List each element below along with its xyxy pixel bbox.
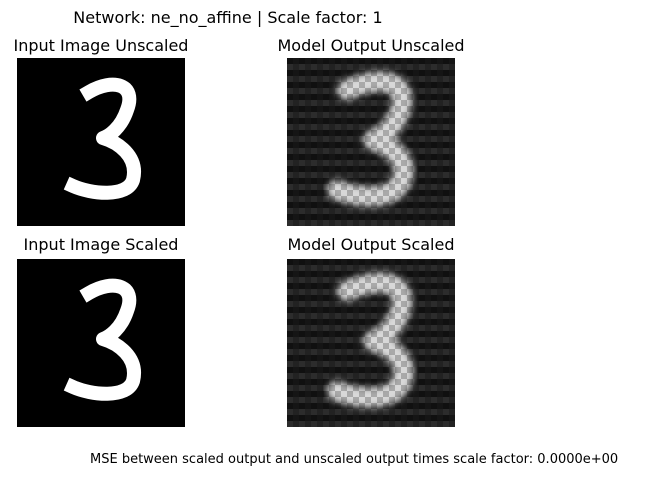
panel-title-input-unscaled: Input Image Unscaled — [13, 36, 189, 55]
figure-suptitle: Network: ne_no_affine | Scale factor: 1 — [73, 8, 383, 27]
input-image-scaled — [17, 259, 185, 427]
panel-title-output-scaled: Model Output Scaled — [287, 235, 455, 254]
mse-footnote: MSE between scaled output and unscaled o… — [90, 452, 619, 467]
input-image-unscaled — [17, 58, 185, 226]
model-output-scaled — [287, 259, 455, 427]
model-output-unscaled — [287, 58, 455, 226]
panel-title-input-scaled: Input Image Scaled — [23, 235, 179, 254]
panel-title-output-unscaled: Model Output Unscaled — [277, 36, 465, 55]
